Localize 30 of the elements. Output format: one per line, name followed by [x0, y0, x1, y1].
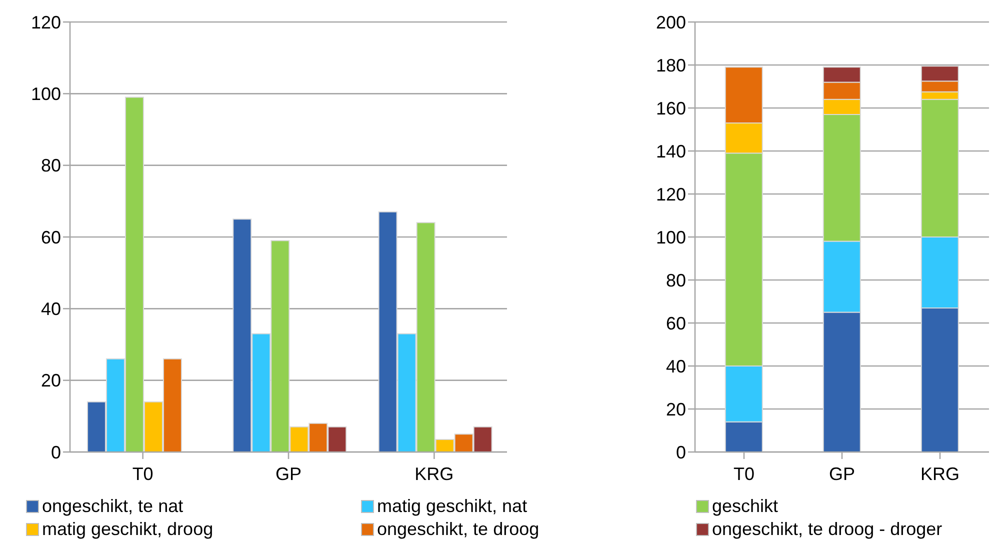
- legend-label: ongeschikt, te droog: [377, 519, 540, 540]
- y-tick-label: 60: [666, 313, 686, 334]
- y-tick-label: 120: [656, 184, 686, 204]
- y-tick-label: 160: [656, 98, 686, 118]
- y-tick-label: 80: [666, 270, 686, 290]
- y-tick-label: 100: [30, 84, 61, 104]
- x-tick-label: KRG: [414, 464, 454, 484]
- y-tick-label: 60: [40, 227, 61, 248]
- y-tick-label: 100: [656, 227, 686, 248]
- y-tick-label: 0: [676, 442, 686, 462]
- y-tick-label: 40: [666, 356, 686, 376]
- x-tick-label: T0: [733, 464, 755, 484]
- x-tick-label: T0: [132, 464, 154, 484]
- legend-label: geschikt: [712, 496, 778, 517]
- legend-label: ongeschikt, te droog - droger: [712, 519, 942, 540]
- y-tick-label: 200: [656, 12, 686, 32]
- x-tick-label: KRG: [920, 464, 960, 484]
- y-tick-label: 0: [50, 442, 61, 462]
- y-tick-label: 20: [666, 399, 686, 420]
- x-tick-label: GP: [275, 464, 302, 484]
- x-tick-label: GP: [828, 464, 856, 484]
- legend-label: ongeschikt, te nat: [42, 496, 184, 517]
- legend-label: matig geschikt, droog: [42, 519, 214, 540]
- y-tick-label: 180: [656, 55, 686, 76]
- y-tick-label: 80: [40, 156, 61, 176]
- y-tick-label: 40: [40, 299, 61, 320]
- y-tick-label: 140: [656, 141, 686, 162]
- y-tick-label: 20: [40, 370, 61, 391]
- legend-label: matig geschikt, nat: [377, 496, 528, 517]
- y-tick-label: 120: [30, 12, 61, 32]
